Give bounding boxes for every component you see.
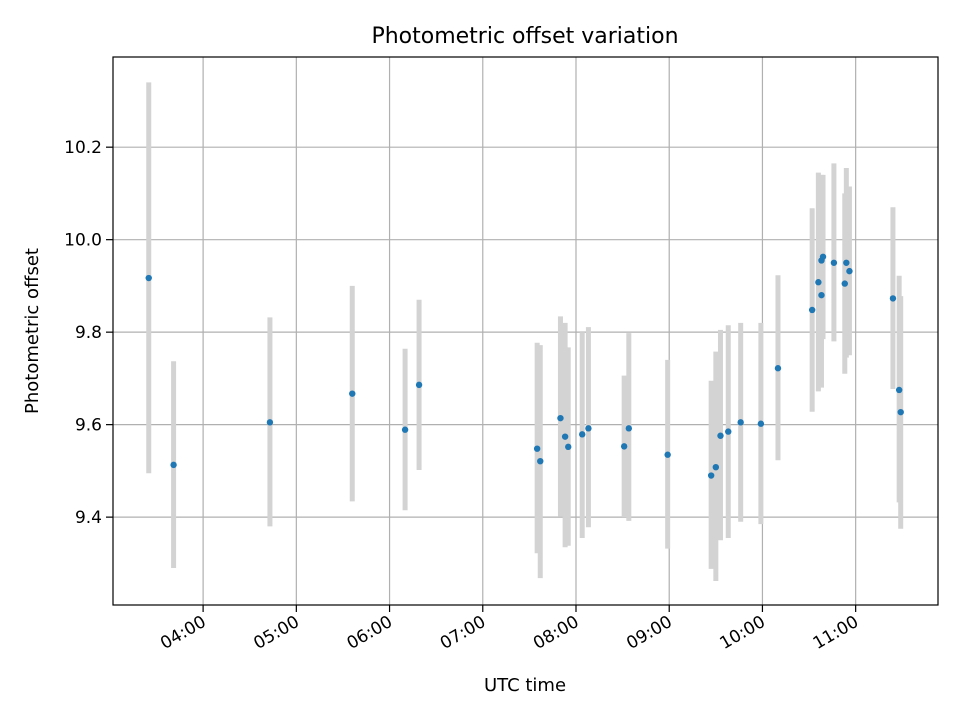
data-point	[620, 443, 628, 450]
data-point	[349, 390, 356, 397]
data-point	[737, 419, 744, 426]
x-tick-label: 07:00	[437, 612, 489, 654]
data-point	[557, 414, 564, 422]
x-axis-ticks: 04:00 05:00 06:00 07:00 08:00 09:00 10:00 11:00	[157, 605, 862, 654]
data-point	[808, 306, 816, 314]
x-tick-label: 10:00	[716, 612, 768, 654]
data-point	[585, 425, 592, 432]
y-axis-ticks: 9.4 9.6 9.8 10.0 10.2	[64, 138, 113, 528]
x-tick-label: 09:00	[623, 612, 675, 654]
data-point	[401, 426, 409, 433]
data-point	[717, 432, 724, 439]
grid	[113, 57, 938, 605]
y-tick-label: 9.8	[75, 323, 102, 343]
data-point	[707, 472, 715, 479]
data-points	[145, 253, 904, 479]
y-tick-label: 9.6	[75, 416, 102, 436]
plot-frame	[112, 56, 939, 606]
y-tick-label: 10.2	[64, 138, 102, 158]
data-point	[145, 274, 152, 282]
y-tick-label: 10.0	[64, 231, 102, 251]
data-point	[897, 408, 904, 416]
data-point	[819, 253, 827, 260]
x-axis-label: UTC time	[484, 675, 566, 696]
data-point	[757, 420, 765, 427]
data-point	[725, 428, 732, 435]
data-point	[830, 259, 838, 266]
chart-title: Photometric offset variation	[371, 24, 678, 49]
data-point	[170, 461, 177, 469]
x-tick-label: 11:00	[810, 612, 862, 654]
data-point	[846, 267, 853, 275]
y-tick-label: 9.4	[75, 508, 102, 528]
data-point	[561, 433, 569, 440]
data-point	[889, 295, 897, 302]
data-point	[533, 445, 541, 452]
x-tick-label: 05:00	[250, 612, 302, 654]
data-point	[895, 386, 903, 394]
x-tick-label: 06:00	[344, 612, 396, 654]
data-point	[415, 381, 423, 389]
data-point	[579, 431, 586, 438]
y-axis-label: Photometric offset	[22, 248, 43, 414]
data-point	[266, 419, 274, 426]
data-point	[625, 425, 633, 432]
data-point	[843, 259, 850, 266]
data-point	[841, 280, 848, 287]
x-tick-label: 04:00	[157, 612, 209, 654]
data-point	[537, 457, 544, 465]
data-point	[664, 451, 671, 458]
x-tick-label: 08:00	[530, 612, 582, 654]
data-point	[565, 443, 572, 451]
data-point	[774, 365, 782, 372]
data-point	[712, 463, 720, 471]
data-point	[818, 291, 825, 299]
data-point	[815, 279, 822, 286]
